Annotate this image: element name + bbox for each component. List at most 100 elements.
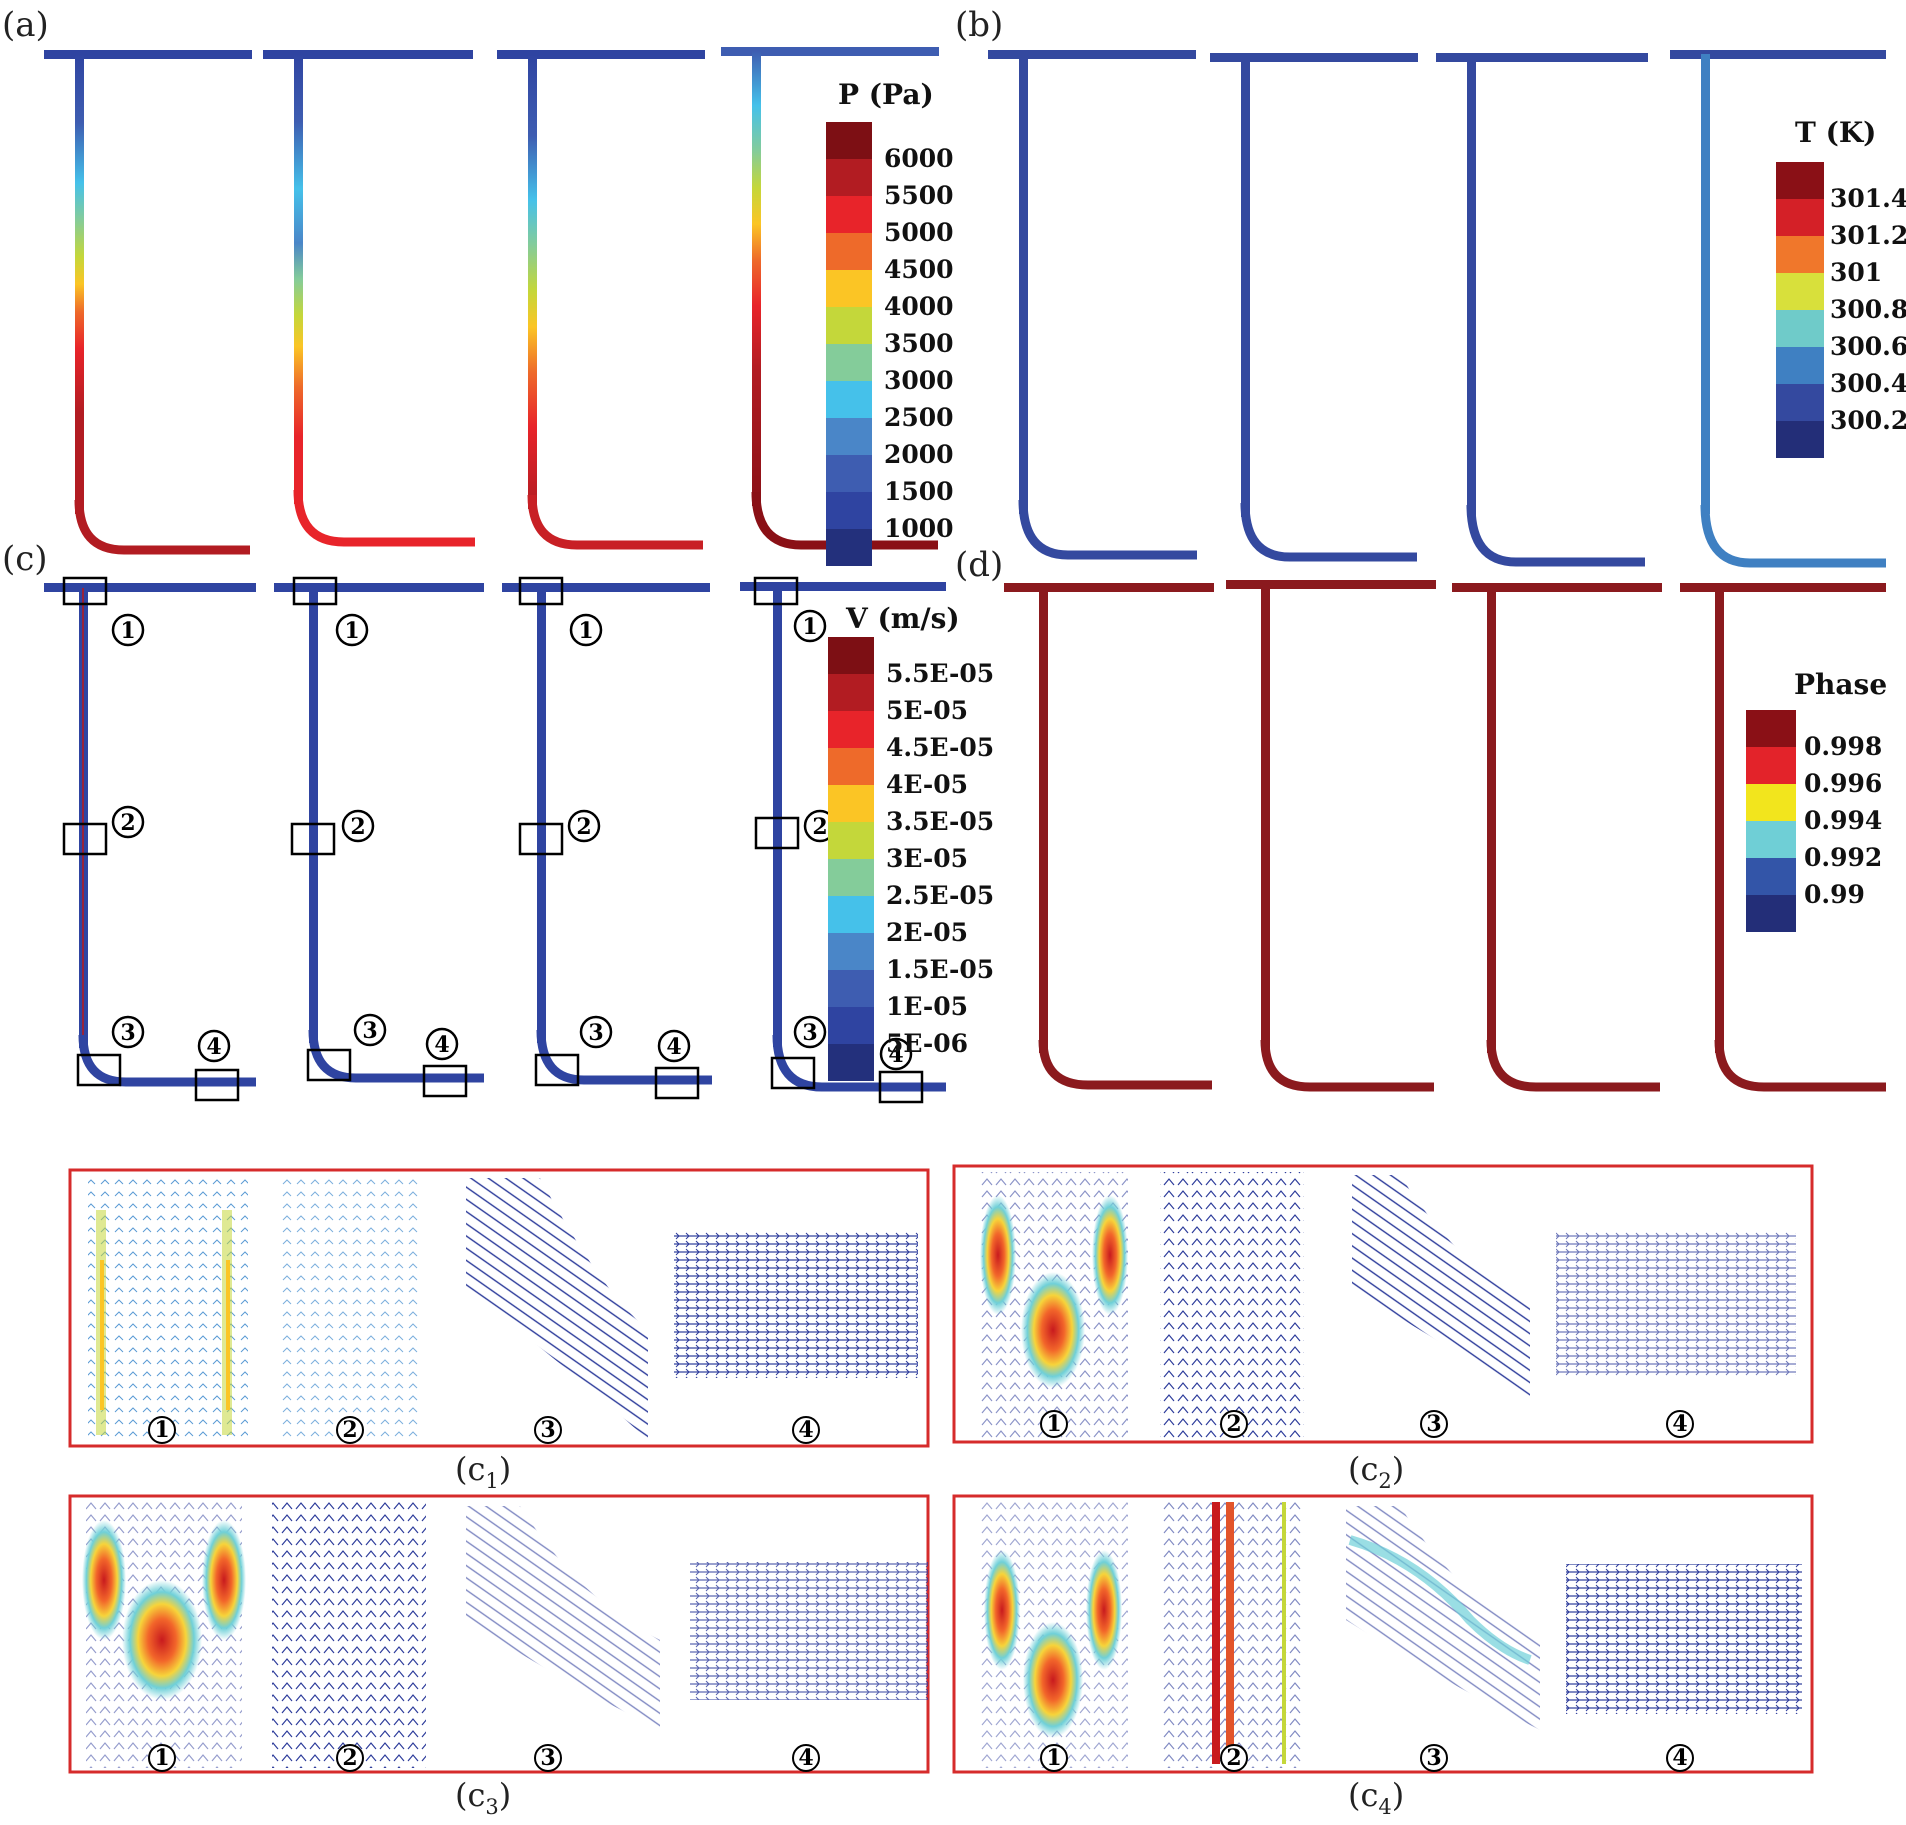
legend-a-swatch xyxy=(826,344,872,381)
velocity-pipe-4 xyxy=(740,576,946,1104)
legend-b-tick-label: 300.8 xyxy=(1830,295,1906,324)
legend-a-swatch xyxy=(826,455,872,492)
legend-pressure: P (Pa) 6000 5500 5000 4500 4000 3500 3000 2500 2… xyxy=(826,78,954,566)
caption-c1-main: (c xyxy=(455,1450,485,1488)
zoom-label-circle xyxy=(1666,1744,1694,1772)
zoom-c1-region-4 xyxy=(674,1232,918,1378)
marker-circle xyxy=(341,809,375,843)
marker-circle xyxy=(793,609,827,643)
legend-b-tick-label: 300.2 xyxy=(1830,406,1906,435)
marker-label: 1 xyxy=(802,614,817,640)
legend-d-tick-label: 0.99 xyxy=(1804,880,1865,909)
legend-c-tick-label: 1E-05 xyxy=(886,992,968,1021)
legend-a-swatch xyxy=(826,270,872,307)
zoom-c2-region-1 xyxy=(980,1172,1128,1438)
zoom-c4-region-1 xyxy=(980,1502,1128,1768)
legend-d-tick-label: 0.994 xyxy=(1804,806,1882,835)
legend-c-tick-label: 4.5E-05 xyxy=(886,733,994,762)
marker-label: 1 xyxy=(120,618,135,644)
marker-circle xyxy=(197,1029,231,1063)
legend-c-tick-label: 5E-05 xyxy=(886,696,968,725)
legend-a-tick-label: 5500 xyxy=(884,181,954,210)
pressure-pipe-3 xyxy=(497,50,705,550)
legend-d-swatch xyxy=(1746,895,1796,932)
legend-temperature-ticks: 301.4 301.2 301 300.8 300.6 300.4 300.2 xyxy=(1830,184,1906,435)
legend-c-swatch xyxy=(828,896,874,933)
caption-c3-sub: 3 xyxy=(485,1795,498,1819)
caption-c2: (c2) xyxy=(1348,1450,1404,1493)
phase-pipe-2 xyxy=(1226,580,1436,1092)
legend-b-swatch xyxy=(1776,347,1824,384)
legend-b-swatch xyxy=(1776,273,1824,310)
zoom-c4-region-2 xyxy=(1162,1502,1302,1768)
legend-a-swatch xyxy=(826,122,872,159)
legend-b-swatch xyxy=(1776,199,1824,236)
zoom-c3-region-1 xyxy=(82,1502,246,1768)
marker-circle xyxy=(353,1013,387,1047)
phase-pipe-4 xyxy=(1680,583,1886,1092)
legend-b-swatch xyxy=(1776,162,1824,199)
legend-b-swatch xyxy=(1776,421,1824,458)
zoom-c2-region-3 xyxy=(1352,1175,1530,1400)
marker-label: 4 xyxy=(888,1042,903,1068)
zoom-label: 1 xyxy=(154,1745,169,1771)
legend-phase: Phase 0.998 0.996 0.994 0.992 0.99 xyxy=(1746,668,1887,932)
zoom-label: 2 xyxy=(1226,1411,1241,1437)
caption-c4-sub: 4 xyxy=(1378,1795,1391,1819)
legend-velocity-colorbar xyxy=(828,637,874,1081)
legend-a-swatch xyxy=(826,307,872,344)
legend-c-swatch xyxy=(828,933,874,970)
legend-d-tick-label: 0.996 xyxy=(1804,769,1882,798)
zoom-c1-region-2 xyxy=(280,1178,418,1440)
legend-a-tick-label: 2000 xyxy=(884,440,954,469)
zoom-c1-region-1 xyxy=(88,1178,248,1440)
panel-label-a: (a) xyxy=(2,5,49,45)
zoom-label: 4 xyxy=(798,1417,813,1443)
marker-label: 3 xyxy=(802,1020,817,1046)
marker-label: 2 xyxy=(576,814,591,840)
legend-c-tick-label: 2.5E-05 xyxy=(886,881,994,910)
temperature-pipe-3 xyxy=(1436,53,1648,567)
marker-label: 2 xyxy=(350,814,365,840)
zoom-c1-region-3 xyxy=(466,1178,648,1440)
legend-c-tick-label: 5E-06 xyxy=(886,1029,968,1058)
zoom-label-circle xyxy=(148,1744,176,1772)
zoom-c2-region-4 xyxy=(1556,1232,1796,1376)
legend-a-swatch xyxy=(826,529,872,566)
marker-circle xyxy=(579,1015,613,1049)
zoom-label: 1 xyxy=(1046,1745,1061,1771)
caption-c1: (c1) xyxy=(455,1450,511,1493)
zoom-label-circle xyxy=(534,1416,562,1444)
zoom-label-circle xyxy=(148,1416,176,1444)
zoom-label: 2 xyxy=(1226,1745,1241,1771)
legend-b-tick-label: 301.4 xyxy=(1830,184,1906,213)
marker-label: 4 xyxy=(666,1034,681,1060)
legend-a-tick-label: 4500 xyxy=(884,255,954,284)
legend-d-swatch xyxy=(1746,710,1796,747)
marker-circle xyxy=(111,613,145,647)
legend-a-swatch xyxy=(826,492,872,529)
panel-label-b: (b) xyxy=(955,5,1003,45)
legend-c-tick-label: 1.5E-05 xyxy=(886,955,994,984)
legend-a-swatch xyxy=(826,196,872,233)
zoom-c2-region-2 xyxy=(1160,1172,1304,1438)
zoom-label: 1 xyxy=(1046,1411,1061,1437)
zoom-panel-c1 xyxy=(68,1168,930,1448)
phase-pipe-3 xyxy=(1452,583,1662,1092)
legend-d-swatch xyxy=(1746,747,1796,784)
marker-label: 3 xyxy=(120,1020,135,1046)
legend-c-swatch xyxy=(828,748,874,785)
legend-c-swatch xyxy=(828,1044,874,1081)
caption-c2-close: ) xyxy=(1392,1450,1404,1488)
legend-c-swatch xyxy=(828,970,874,1007)
marker-label: 1 xyxy=(578,618,593,644)
zoom-panel-c2 xyxy=(952,1164,1814,1444)
marker-label: 2 xyxy=(120,810,135,836)
legend-temperature-title: T (K) xyxy=(1795,116,1876,149)
marker-circle xyxy=(425,1027,459,1061)
marker-circle xyxy=(111,1015,145,1049)
legend-b-tick-label: 300.6 xyxy=(1830,332,1906,361)
zoom-c3-region-2 xyxy=(272,1502,426,1768)
marker-circle xyxy=(879,1037,913,1071)
